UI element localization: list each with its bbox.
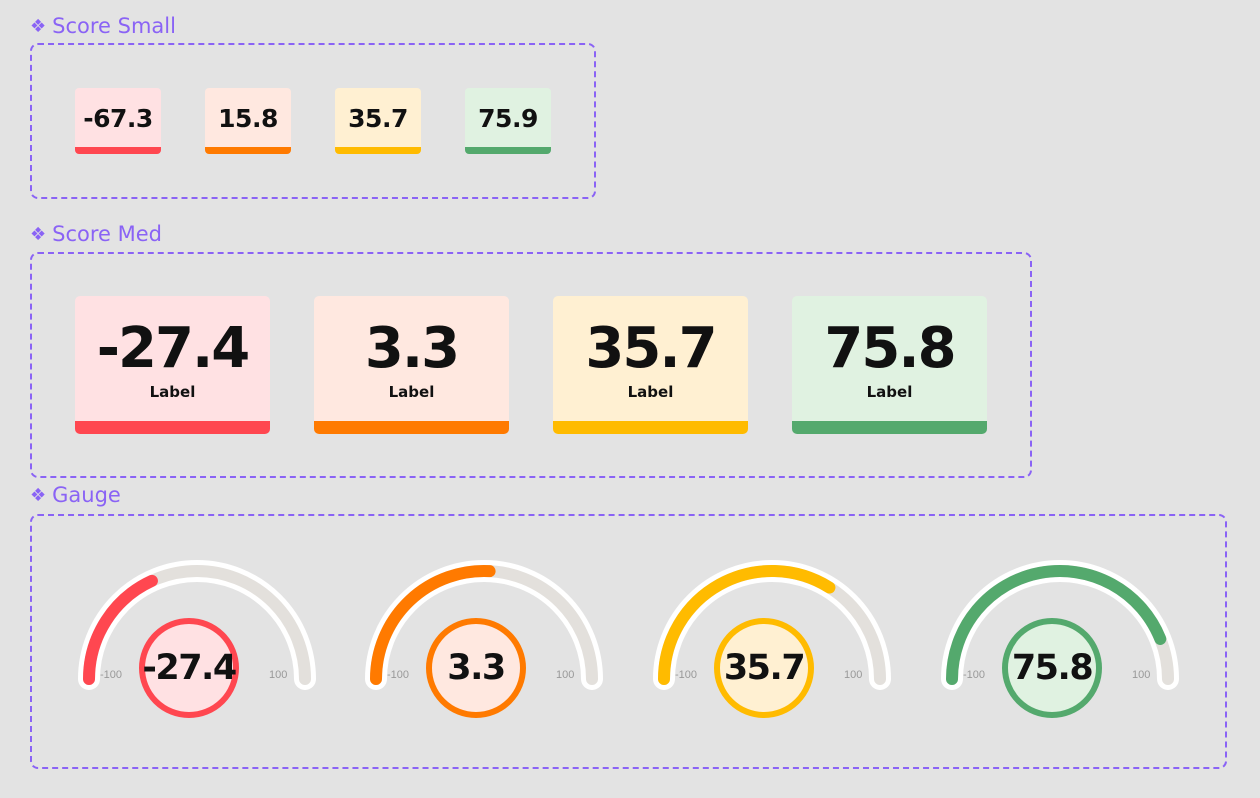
gauge[interactable]: -100 100 3.3 [357,548,607,738]
gauge-value: -27.4 [142,648,237,688]
score-accent-bar [792,421,987,434]
score-label: Label [149,383,196,401]
score-med-card[interactable]: -27.4 Label [75,296,270,434]
score-accent-bar [75,147,161,154]
score-accent-bar [335,147,421,154]
gauge-value: 75.8 [1011,648,1094,688]
gauge-min-label: -100 [963,669,986,681]
score-accent-bar [553,421,748,434]
gauge-arc [941,560,1179,690]
section-title-label: Gauge [52,483,121,507]
gauge-min-label: -100 [675,669,698,681]
section-title-gauge[interactable]: ❖ Gauge [30,485,121,506]
gauge-arc [365,560,603,690]
gauge-max-label: 100 [269,669,288,681]
score-label: Label [627,383,674,401]
gauge-fill [83,574,158,685]
gauge-value-circle: 75.8 [1002,618,1102,718]
component-diamond-icon: ❖ [30,223,47,245]
gauge-max-label: 100 [844,669,863,681]
score-accent-bar [75,421,270,434]
score-med-card[interactable]: 75.8 Label [792,296,987,434]
gauge-min-label: -100 [100,669,123,681]
score-value: -67.3 [83,103,153,133]
score-value: 35.7 [348,103,408,133]
gauge[interactable]: -100 100 35.7 [645,548,895,738]
section-title-score-med[interactable]: ❖ Score Med [30,224,162,245]
frame-score-small [30,43,596,199]
gauge-value: 35.7 [723,648,806,688]
gauge-value-circle: 3.3 [426,618,526,718]
gauge-fill [370,565,496,685]
component-diamond-icon: ❖ [30,15,47,37]
frame-score-med [30,252,1032,478]
gauge-arc [653,560,891,690]
section-title-score-small[interactable]: ❖ Score Small [30,16,176,37]
section-title-label: Score Med [52,222,163,246]
score-value: 35.7 [585,316,717,381]
score-accent-bar [205,147,291,154]
gauge-max-label: 100 [556,669,575,681]
score-label: Label [388,383,435,401]
gauge-arc [78,560,316,690]
score-small-card[interactable]: 15.8 [205,88,291,154]
component-diamond-icon: ❖ [30,484,47,506]
score-med-card[interactable]: 3.3 Label [314,296,509,434]
gauge[interactable]: -100 100 75.8 [933,548,1183,738]
gauge-fill [658,565,836,685]
score-small-card[interactable]: 35.7 [335,88,421,154]
score-value: 15.8 [218,103,278,133]
score-small-card[interactable]: -67.3 [75,88,161,154]
score-small-card[interactable]: 75.9 [465,88,551,154]
gauge-min-label: -100 [387,669,410,681]
score-accent-bar [314,421,509,434]
gauge-fill [946,565,1167,685]
score-accent-bar [465,147,551,154]
score-value: 3.3 [364,316,460,381]
gauge[interactable]: -100 100 -27.4 [70,548,320,738]
frame-gauge [30,514,1227,769]
score-value: 75.8 [824,316,956,381]
score-label: Label [866,383,913,401]
score-med-card[interactable]: 35.7 Label [553,296,748,434]
gauge-value-circle: 35.7 [714,618,814,718]
gauge-value: 3.3 [447,648,506,688]
gauge-value-circle: -27.4 [139,618,239,718]
score-value: 75.9 [478,103,538,133]
section-title-label: Score Small [52,14,176,38]
score-value: -27.4 [96,316,250,381]
gauge-max-label: 100 [1132,669,1151,681]
